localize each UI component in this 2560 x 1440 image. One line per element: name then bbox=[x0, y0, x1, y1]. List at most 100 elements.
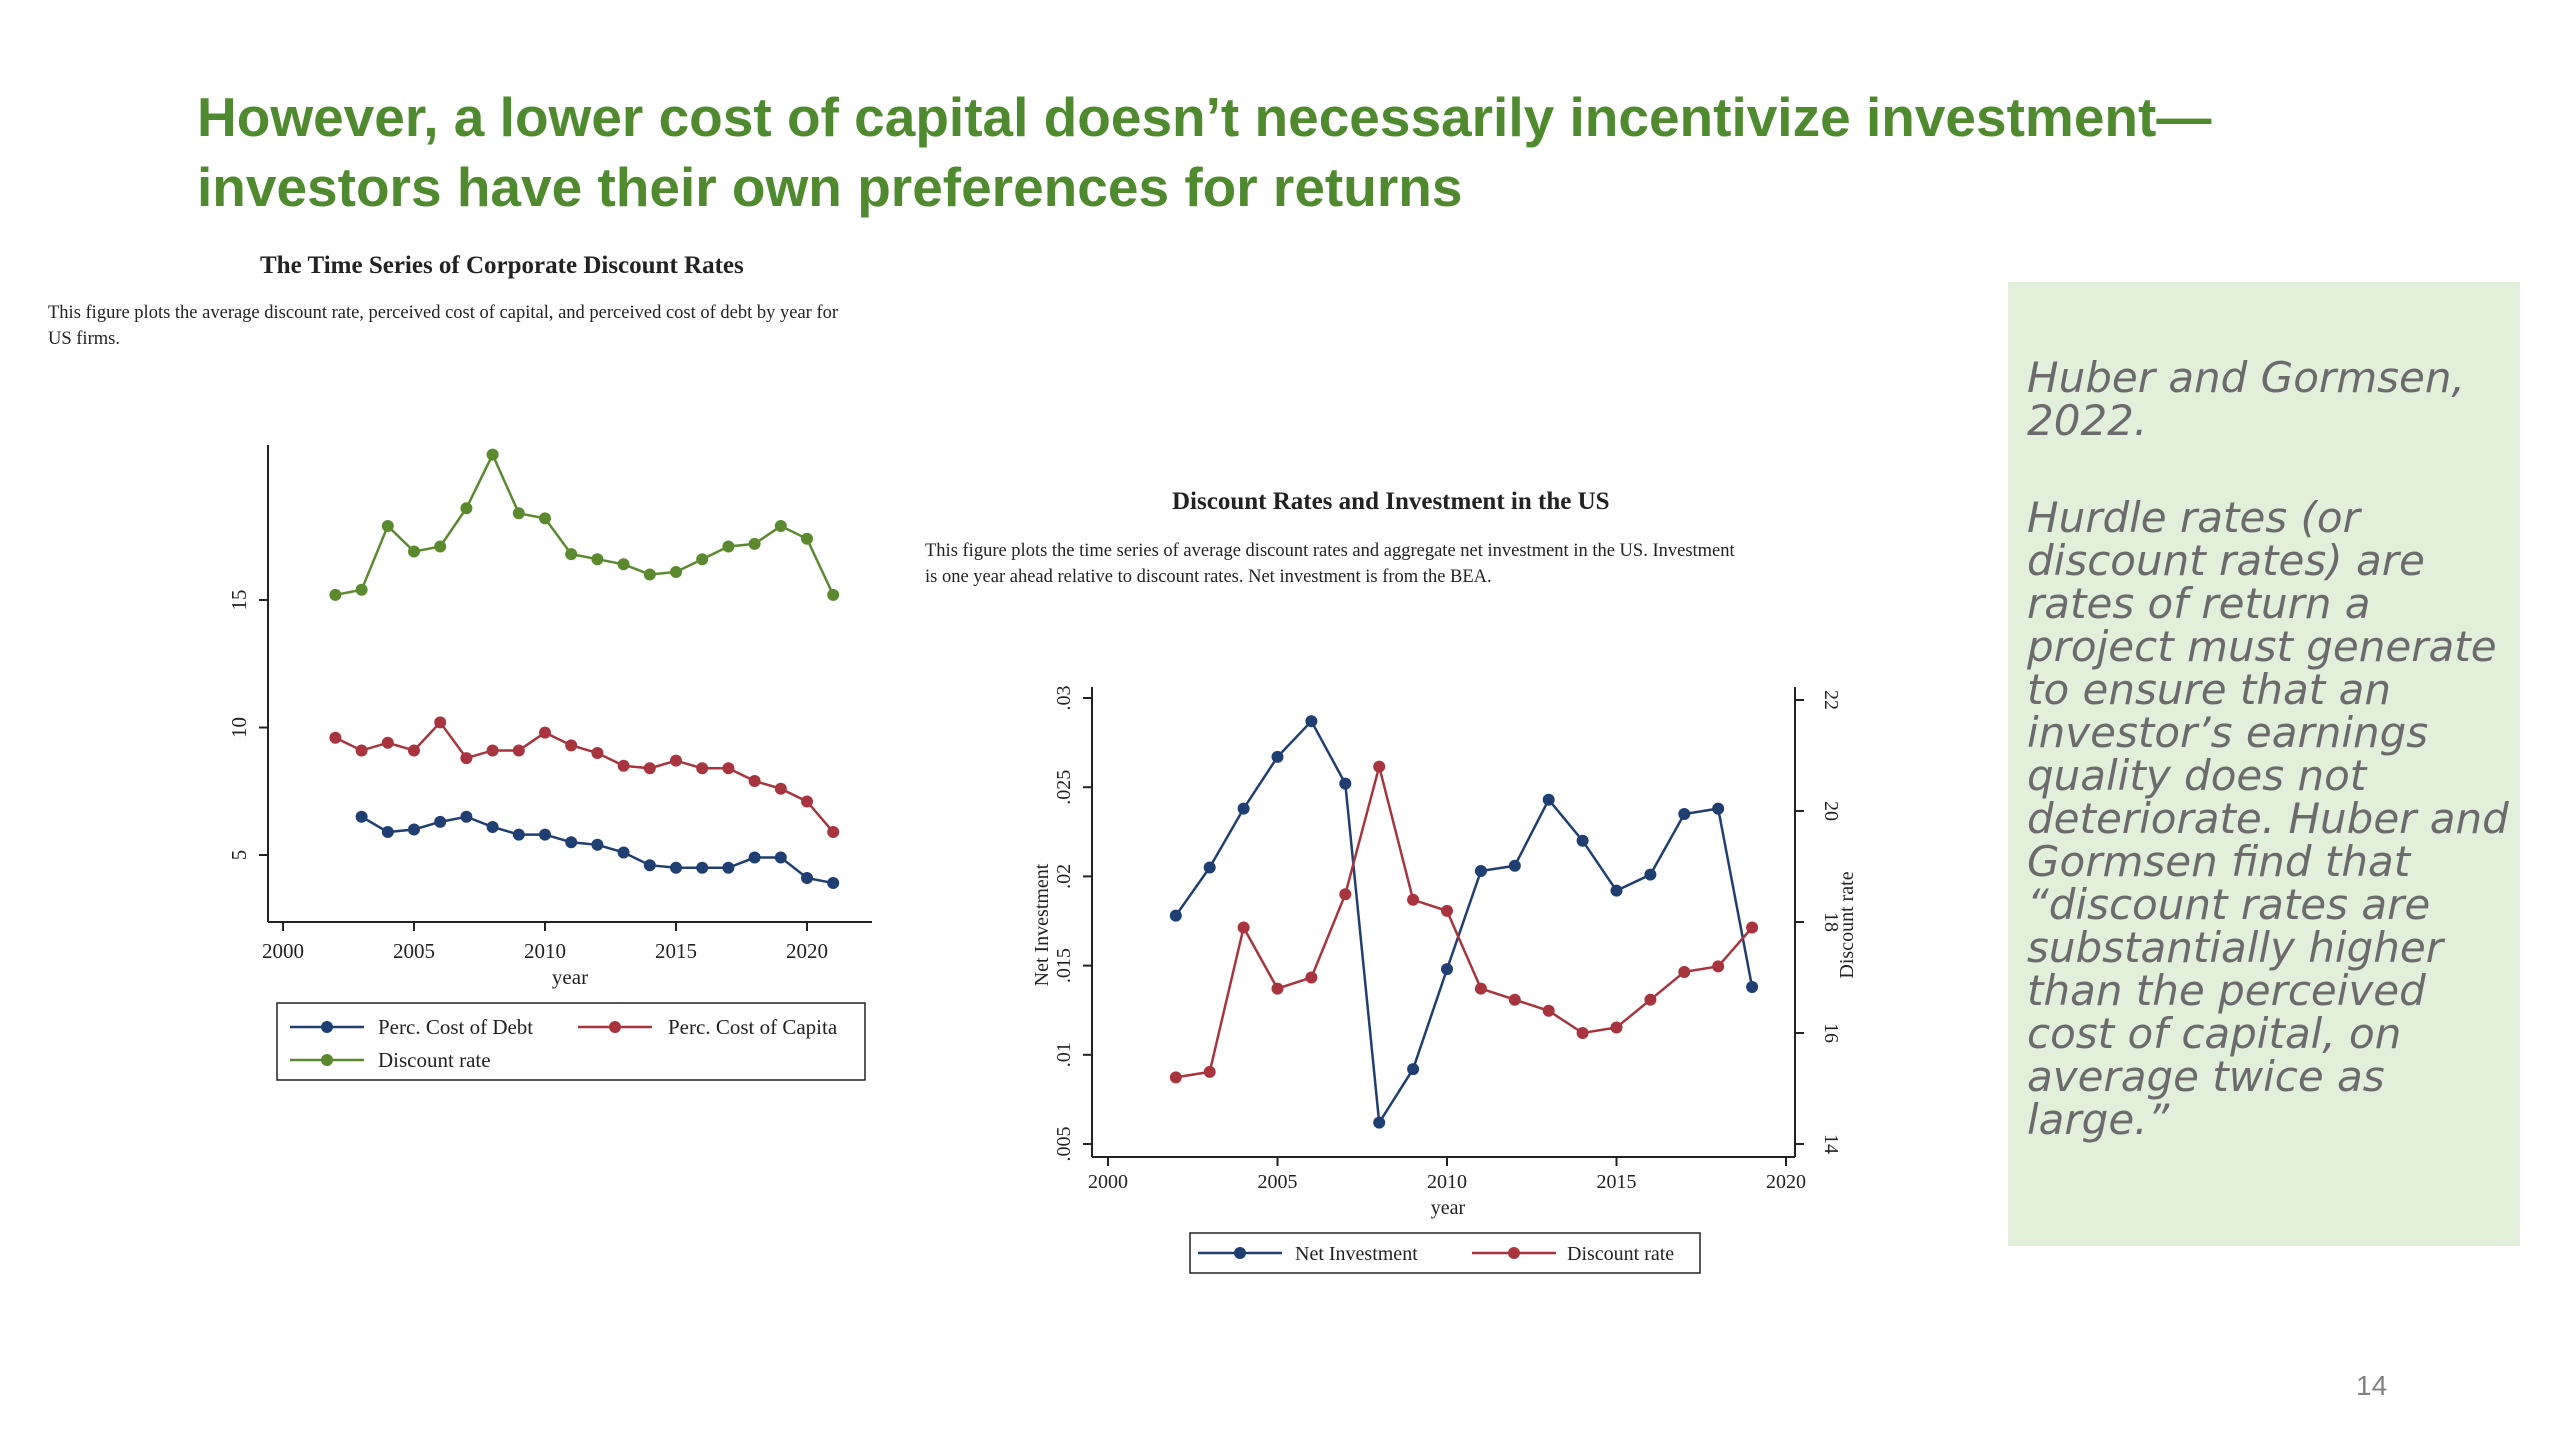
legend-marker bbox=[1234, 1247, 1246, 1259]
data-point bbox=[1474, 865, 1487, 878]
data-point bbox=[696, 861, 709, 874]
sidebar-panel bbox=[2008, 282, 2520, 1246]
data-point bbox=[643, 859, 656, 872]
legend-marker bbox=[321, 1021, 333, 1033]
y-tick-label-right: 22 bbox=[1820, 690, 1842, 710]
legend-label: Discount rate bbox=[1567, 1243, 1674, 1265]
data-point bbox=[617, 759, 630, 772]
data-point bbox=[434, 540, 447, 553]
y-tick-label: 10 bbox=[227, 717, 251, 738]
data-point bbox=[1474, 982, 1487, 995]
y-tick-label-right: 16 bbox=[1820, 1023, 1842, 1043]
y-axis-label-right: Discount rate bbox=[1836, 871, 1858, 978]
data-point bbox=[1305, 971, 1318, 984]
data-point bbox=[801, 795, 813, 808]
data-point bbox=[565, 548, 578, 561]
data-point bbox=[827, 588, 840, 601]
data-point bbox=[434, 716, 447, 729]
data-point bbox=[1576, 834, 1589, 847]
data-point bbox=[1712, 802, 1725, 815]
data-point bbox=[748, 537, 761, 550]
x-tick-label: 2000 bbox=[1088, 1171, 1128, 1193]
data-point bbox=[1542, 793, 1555, 806]
data-point bbox=[1305, 715, 1318, 728]
y-axis-label-left: Net Investment bbox=[1031, 863, 1053, 986]
left-figure-title: The Time Series of Corporate Discount Ra… bbox=[260, 252, 744, 279]
data-point bbox=[696, 762, 709, 775]
legend-marker bbox=[321, 1054, 333, 1066]
data-point bbox=[539, 828, 551, 841]
data-point bbox=[670, 861, 682, 874]
data-point bbox=[486, 744, 499, 757]
sidebar-body: Hurdle rates (or discount rates) are rat… bbox=[2027, 493, 2509, 1144]
data-point bbox=[1678, 807, 1691, 820]
data-point bbox=[617, 846, 630, 859]
y-tick-label-left: .005 bbox=[1053, 1127, 1075, 1162]
legend-box bbox=[276, 1002, 866, 1081]
data-point bbox=[1610, 1021, 1623, 1034]
data-point bbox=[539, 512, 551, 525]
data-point bbox=[722, 861, 735, 874]
data-point bbox=[1576, 1027, 1589, 1039]
legend-marker bbox=[1508, 1247, 1520, 1259]
data-point bbox=[643, 568, 656, 581]
data-point bbox=[827, 826, 840, 839]
right-figure-title: Discount Rates and Investment in the US bbox=[1172, 488, 1610, 515]
data-point bbox=[460, 502, 473, 515]
data-point bbox=[774, 782, 787, 795]
y-tick-label-left: .02 bbox=[1053, 864, 1075, 889]
legend-label: Perc. Cost of Debt bbox=[378, 1015, 533, 1039]
data-point bbox=[801, 532, 813, 545]
data-point bbox=[1746, 921, 1759, 934]
data-point bbox=[1644, 868, 1657, 881]
data-point bbox=[1339, 888, 1352, 901]
data-point bbox=[1610, 884, 1623, 897]
data-point bbox=[670, 565, 682, 578]
data-point bbox=[1203, 1065, 1216, 1078]
data-point bbox=[670, 754, 682, 767]
x-tick-label: 2010 bbox=[1427, 1171, 1467, 1193]
data-point bbox=[696, 553, 709, 566]
data-point bbox=[722, 762, 735, 775]
data-point bbox=[1237, 921, 1250, 934]
data-point bbox=[617, 558, 630, 571]
data-point bbox=[1712, 960, 1725, 973]
data-point bbox=[539, 726, 551, 739]
data-point bbox=[1441, 963, 1453, 976]
data-point bbox=[565, 836, 578, 849]
data-point bbox=[434, 815, 447, 828]
data-point bbox=[1644, 993, 1657, 1006]
data-point bbox=[591, 553, 604, 566]
x-axis-label: year bbox=[1431, 1197, 1466, 1219]
data-point bbox=[355, 744, 368, 757]
data-point bbox=[1508, 993, 1521, 1006]
data-point bbox=[1271, 750, 1284, 763]
data-point bbox=[748, 851, 761, 864]
y-tick-label-left: .015 bbox=[1053, 948, 1075, 983]
x-tick-label: 2000 bbox=[262, 939, 304, 963]
sidebar-text: Huber and Gormsen, 2022. Hurdle rates (o… bbox=[2027, 356, 2517, 1195]
data-point bbox=[381, 826, 394, 839]
data-point bbox=[1169, 909, 1182, 922]
series-line bbox=[1174, 719, 1754, 1127]
data-point bbox=[329, 731, 342, 744]
legend-label: Net Investment bbox=[1295, 1243, 1418, 1265]
sidebar-citation: Huber and Gormsen, 2022. bbox=[2027, 353, 2465, 445]
data-point bbox=[565, 739, 578, 752]
data-point bbox=[1271, 982, 1284, 995]
x-tick-label: 2005 bbox=[1258, 1171, 1298, 1193]
y-tick-label-left: .03 bbox=[1053, 686, 1075, 711]
data-point bbox=[512, 507, 525, 520]
legend-label: Perc. Cost of Capita bbox=[668, 1015, 838, 1039]
data-point bbox=[486, 448, 499, 461]
data-point bbox=[1678, 965, 1691, 978]
page-number: 14 bbox=[2356, 1370, 2388, 1401]
series-line bbox=[1175, 761, 1754, 1079]
y-tick-label: 5 bbox=[227, 850, 251, 861]
data-point bbox=[1407, 893, 1420, 906]
data-point bbox=[408, 545, 420, 558]
data-point bbox=[512, 744, 525, 757]
x-tick-label: 2010 bbox=[524, 939, 566, 963]
